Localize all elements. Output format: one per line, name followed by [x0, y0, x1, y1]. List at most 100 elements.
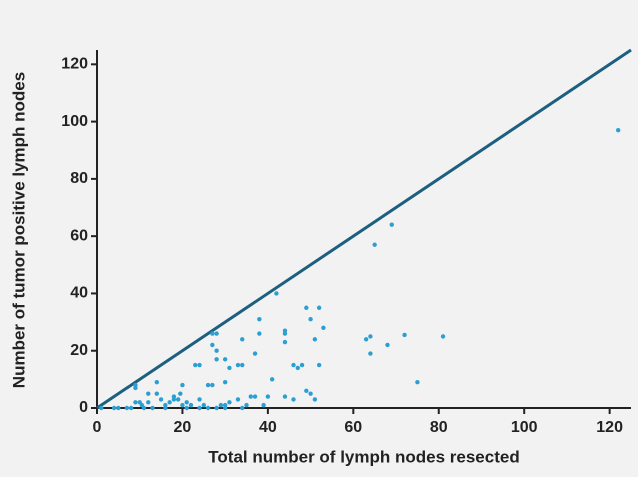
point [197, 362, 202, 368]
point [389, 222, 394, 227]
point [240, 337, 245, 342]
point [171, 394, 177, 399]
point [282, 394, 288, 399]
point [321, 325, 326, 331]
point [402, 332, 407, 338]
point [218, 402, 224, 408]
point [222, 357, 228, 362]
point [146, 400, 151, 405]
point [316, 362, 322, 368]
point [146, 391, 151, 396]
identity-line [96, 48, 632, 410]
point [205, 382, 211, 388]
point [150, 405, 155, 411]
point [235, 397, 241, 402]
point [282, 331, 288, 336]
point [180, 402, 185, 408]
point [188, 402, 194, 408]
point [308, 317, 313, 322]
point [197, 405, 202, 411]
point [291, 397, 296, 402]
point [269, 377, 275, 382]
point [193, 362, 198, 368]
point [184, 405, 189, 411]
point [163, 405, 168, 411]
point [312, 337, 318, 342]
point [178, 391, 183, 396]
point [214, 331, 219, 336]
point [282, 339, 288, 345]
y-tick-label: 80 [70, 170, 88, 187]
point [304, 388, 309, 394]
point [312, 397, 318, 402]
y-tick-label: 120 [61, 56, 88, 73]
point [227, 365, 232, 371]
point [175, 397, 181, 402]
point [180, 382, 185, 388]
point [205, 405, 211, 411]
point [128, 405, 134, 411]
point [385, 342, 390, 348]
point [257, 317, 262, 322]
point [111, 405, 117, 411]
point [214, 348, 219, 353]
point [291, 362, 296, 368]
y-tick-label: 0 [79, 399, 88, 416]
point [440, 334, 446, 339]
point [167, 400, 172, 405]
point [363, 337, 369, 342]
point [133, 400, 138, 405]
point [274, 291, 279, 296]
point [304, 305, 309, 310]
point [261, 402, 266, 408]
point [295, 365, 300, 371]
point [141, 405, 147, 411]
point [368, 351, 373, 356]
point [116, 405, 121, 411]
point [99, 405, 104, 411]
point [368, 334, 373, 339]
point [124, 405, 130, 411]
y-axis-title: Number of tumor positive lymph nodes [9, 72, 28, 388]
point [222, 405, 228, 411]
point [227, 400, 232, 405]
point [252, 351, 258, 356]
point [308, 391, 313, 396]
point [197, 397, 202, 402]
point [210, 382, 215, 388]
point [316, 305, 322, 310]
y-tick-label: 40 [70, 285, 88, 302]
x-axis-title: Total number of lymph nodes resected [208, 447, 519, 466]
point [154, 391, 160, 396]
point [372, 242, 377, 247]
point [210, 331, 215, 336]
point [222, 380, 228, 385]
point [257, 331, 262, 336]
x-tick-label: 60 [344, 419, 362, 436]
point [158, 397, 164, 402]
point [214, 405, 219, 411]
point [615, 127, 621, 133]
point [252, 394, 258, 399]
point [265, 394, 271, 399]
point [210, 342, 215, 348]
y-tick-label: 100 [61, 113, 88, 130]
point [248, 394, 253, 399]
x-tick-label: 120 [596, 419, 623, 436]
point [184, 400, 189, 405]
point [299, 362, 305, 368]
point [244, 402, 249, 408]
x-tick-label: 20 [174, 419, 192, 436]
point [154, 380, 160, 385]
point [235, 362, 241, 368]
point [415, 380, 420, 385]
x-tick-label: 100 [511, 419, 538, 436]
point [137, 400, 142, 405]
x-tick-label: 0 [93, 419, 102, 436]
y-tick-label: 20 [70, 342, 88, 359]
point [133, 385, 138, 391]
point [240, 405, 245, 411]
point [214, 357, 219, 362]
